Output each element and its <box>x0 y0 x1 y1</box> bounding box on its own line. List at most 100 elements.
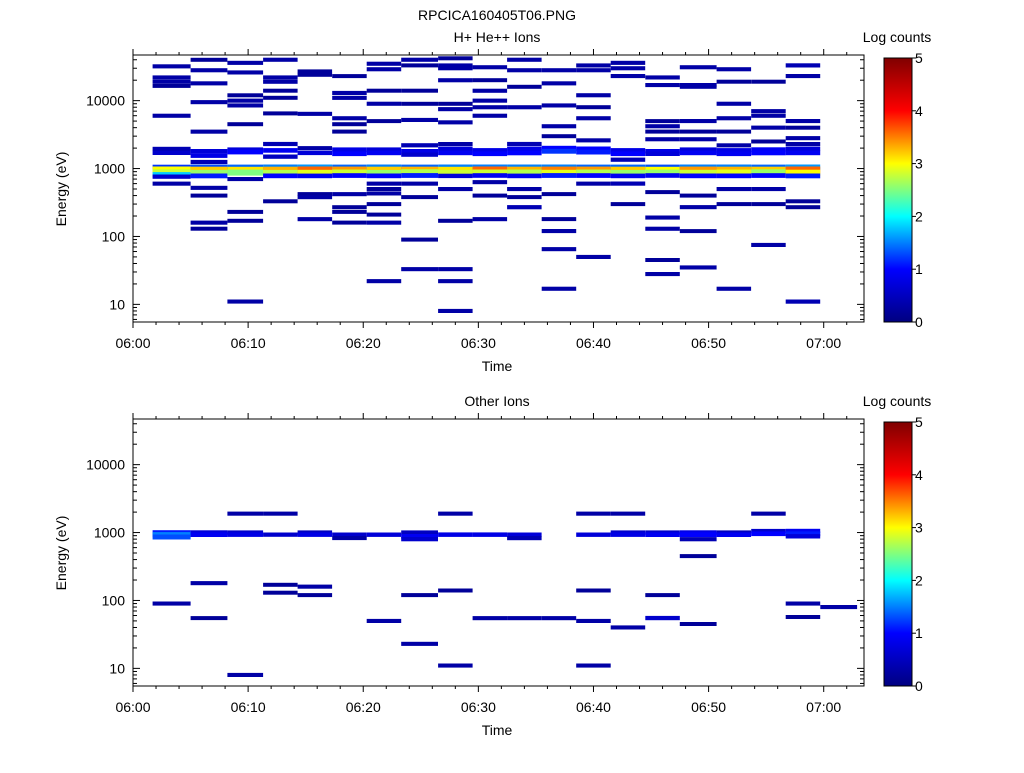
heatmap-cell <box>227 672 264 677</box>
heatmap-cell <box>472 88 508 93</box>
top-colorbar-label: Log counts <box>863 29 932 45</box>
heatmap-cell <box>438 150 473 156</box>
heatmap-cell <box>190 173 228 179</box>
heatmap-cell <box>679 65 717 70</box>
heatmap-cell <box>297 111 333 116</box>
heatmap-cell <box>401 63 438 68</box>
heatmap-cell <box>541 217 577 222</box>
heatmap-cell <box>541 616 577 621</box>
heatmap-cell <box>576 254 611 259</box>
heatmap-cell <box>263 141 298 147</box>
heatmap-cell <box>785 173 821 179</box>
y-tick-label: 100 <box>102 228 126 244</box>
heatmap-cell <box>576 93 611 98</box>
heatmap-cell <box>227 218 264 223</box>
heatmap-cell <box>610 202 646 207</box>
heatmap-cell <box>785 74 821 79</box>
heatmap-cell <box>541 229 577 234</box>
heatmap-cell <box>679 205 717 210</box>
heatmap-cell <box>679 147 717 152</box>
heatmap-cell <box>610 532 646 537</box>
heatmap-cell <box>472 193 508 198</box>
colorbar-tick-label: 0 <box>915 314 923 330</box>
heatmap-cell <box>332 122 367 127</box>
heatmap-cell <box>227 177 264 182</box>
heatmap-cell <box>576 173 611 178</box>
heatmap-cell <box>366 88 402 93</box>
heatmap-cell <box>679 229 717 234</box>
heatmap-cell <box>507 205 542 210</box>
heatmap-cell <box>751 187 786 192</box>
bottom-panel-ylabel: Energy (eV) <box>53 516 69 591</box>
heatmap-cell <box>716 202 752 207</box>
heatmap-cell <box>366 173 402 179</box>
y-tick-label: 1000 <box>94 161 125 177</box>
colorbar-tick-label: 5 <box>915 414 923 430</box>
heatmap-cell <box>366 119 402 124</box>
heatmap-cell <box>785 63 821 68</box>
y-tick-label: 10000 <box>86 93 125 109</box>
heatmap-cell <box>438 173 473 179</box>
heatmap-cell <box>785 528 821 534</box>
heatmap-cell <box>438 146 473 151</box>
heatmap-cell <box>263 511 298 516</box>
heatmap-cell <box>645 124 680 129</box>
heatmap-cell <box>297 532 333 537</box>
heatmap-cell <box>332 220 367 225</box>
heatmap-cell <box>190 129 228 134</box>
y-tick-label: 10 <box>109 660 125 676</box>
heatmap-cell <box>785 199 821 204</box>
colorbar <box>883 421 913 687</box>
heatmap-cell <box>263 173 298 179</box>
heatmap-cell <box>472 180 508 185</box>
heatmap-cell <box>541 81 577 86</box>
heatmap-cell <box>263 154 298 159</box>
heatmap-cell <box>263 582 298 587</box>
heatmap-cell <box>366 202 402 207</box>
heatmap-cell <box>438 588 473 593</box>
colorbar-tick-label: 4 <box>915 467 923 483</box>
x-tick-label: 06:50 <box>691 699 726 715</box>
heatmap-cell <box>716 151 752 157</box>
heatmap-cell <box>332 90 367 95</box>
heatmap-cell <box>785 142 821 147</box>
heatmap-cell <box>716 169 752 176</box>
heatmap-cell <box>507 532 542 537</box>
heatmap-cell <box>297 217 333 222</box>
x-tick-label: 07:00 <box>806 335 841 351</box>
colorbar-tick-label: 5 <box>915 50 923 66</box>
heatmap-cell <box>297 169 333 177</box>
heatmap-cell <box>152 150 191 155</box>
heatmap-cell <box>366 187 402 191</box>
heatmap-cell <box>263 75 298 80</box>
heatmap-cell <box>507 169 542 176</box>
heatmap-cell <box>716 101 752 106</box>
heatmap-cell <box>785 136 821 141</box>
heatmap-cell <box>679 537 717 542</box>
heatmap-cell <box>190 193 228 198</box>
heatmap-cell <box>190 185 228 190</box>
heatmap-cell <box>610 169 646 176</box>
heatmap-cell <box>438 107 473 112</box>
heatmap-cell <box>610 157 646 162</box>
heatmap-cell <box>438 663 473 668</box>
heatmap-cell <box>507 616 542 621</box>
heatmap-cell <box>438 78 473 83</box>
heatmap-cell <box>541 134 577 139</box>
heatmap-cell <box>541 286 577 291</box>
top-panel: H+ He++ Ions Energy (eV) Time Log counts… <box>53 29 931 374</box>
heatmap-cell <box>472 151 508 157</box>
heatmap-cell <box>472 78 508 83</box>
heatmap-cell <box>507 68 542 73</box>
heatmap-cell <box>366 61 402 66</box>
heatmap-cell <box>190 616 228 621</box>
heatmap-cell <box>472 105 508 110</box>
heatmap-cell <box>332 169 367 176</box>
heatmap-cell <box>438 169 473 177</box>
colorbar-tick-label: 1 <box>915 625 923 641</box>
heatmap-cell <box>716 129 752 134</box>
bottom-colorbar-label: Log counts <box>863 393 932 409</box>
heatmap-cell <box>785 169 821 177</box>
plot-frame <box>132 418 865 687</box>
heatmap-cell <box>716 79 752 84</box>
